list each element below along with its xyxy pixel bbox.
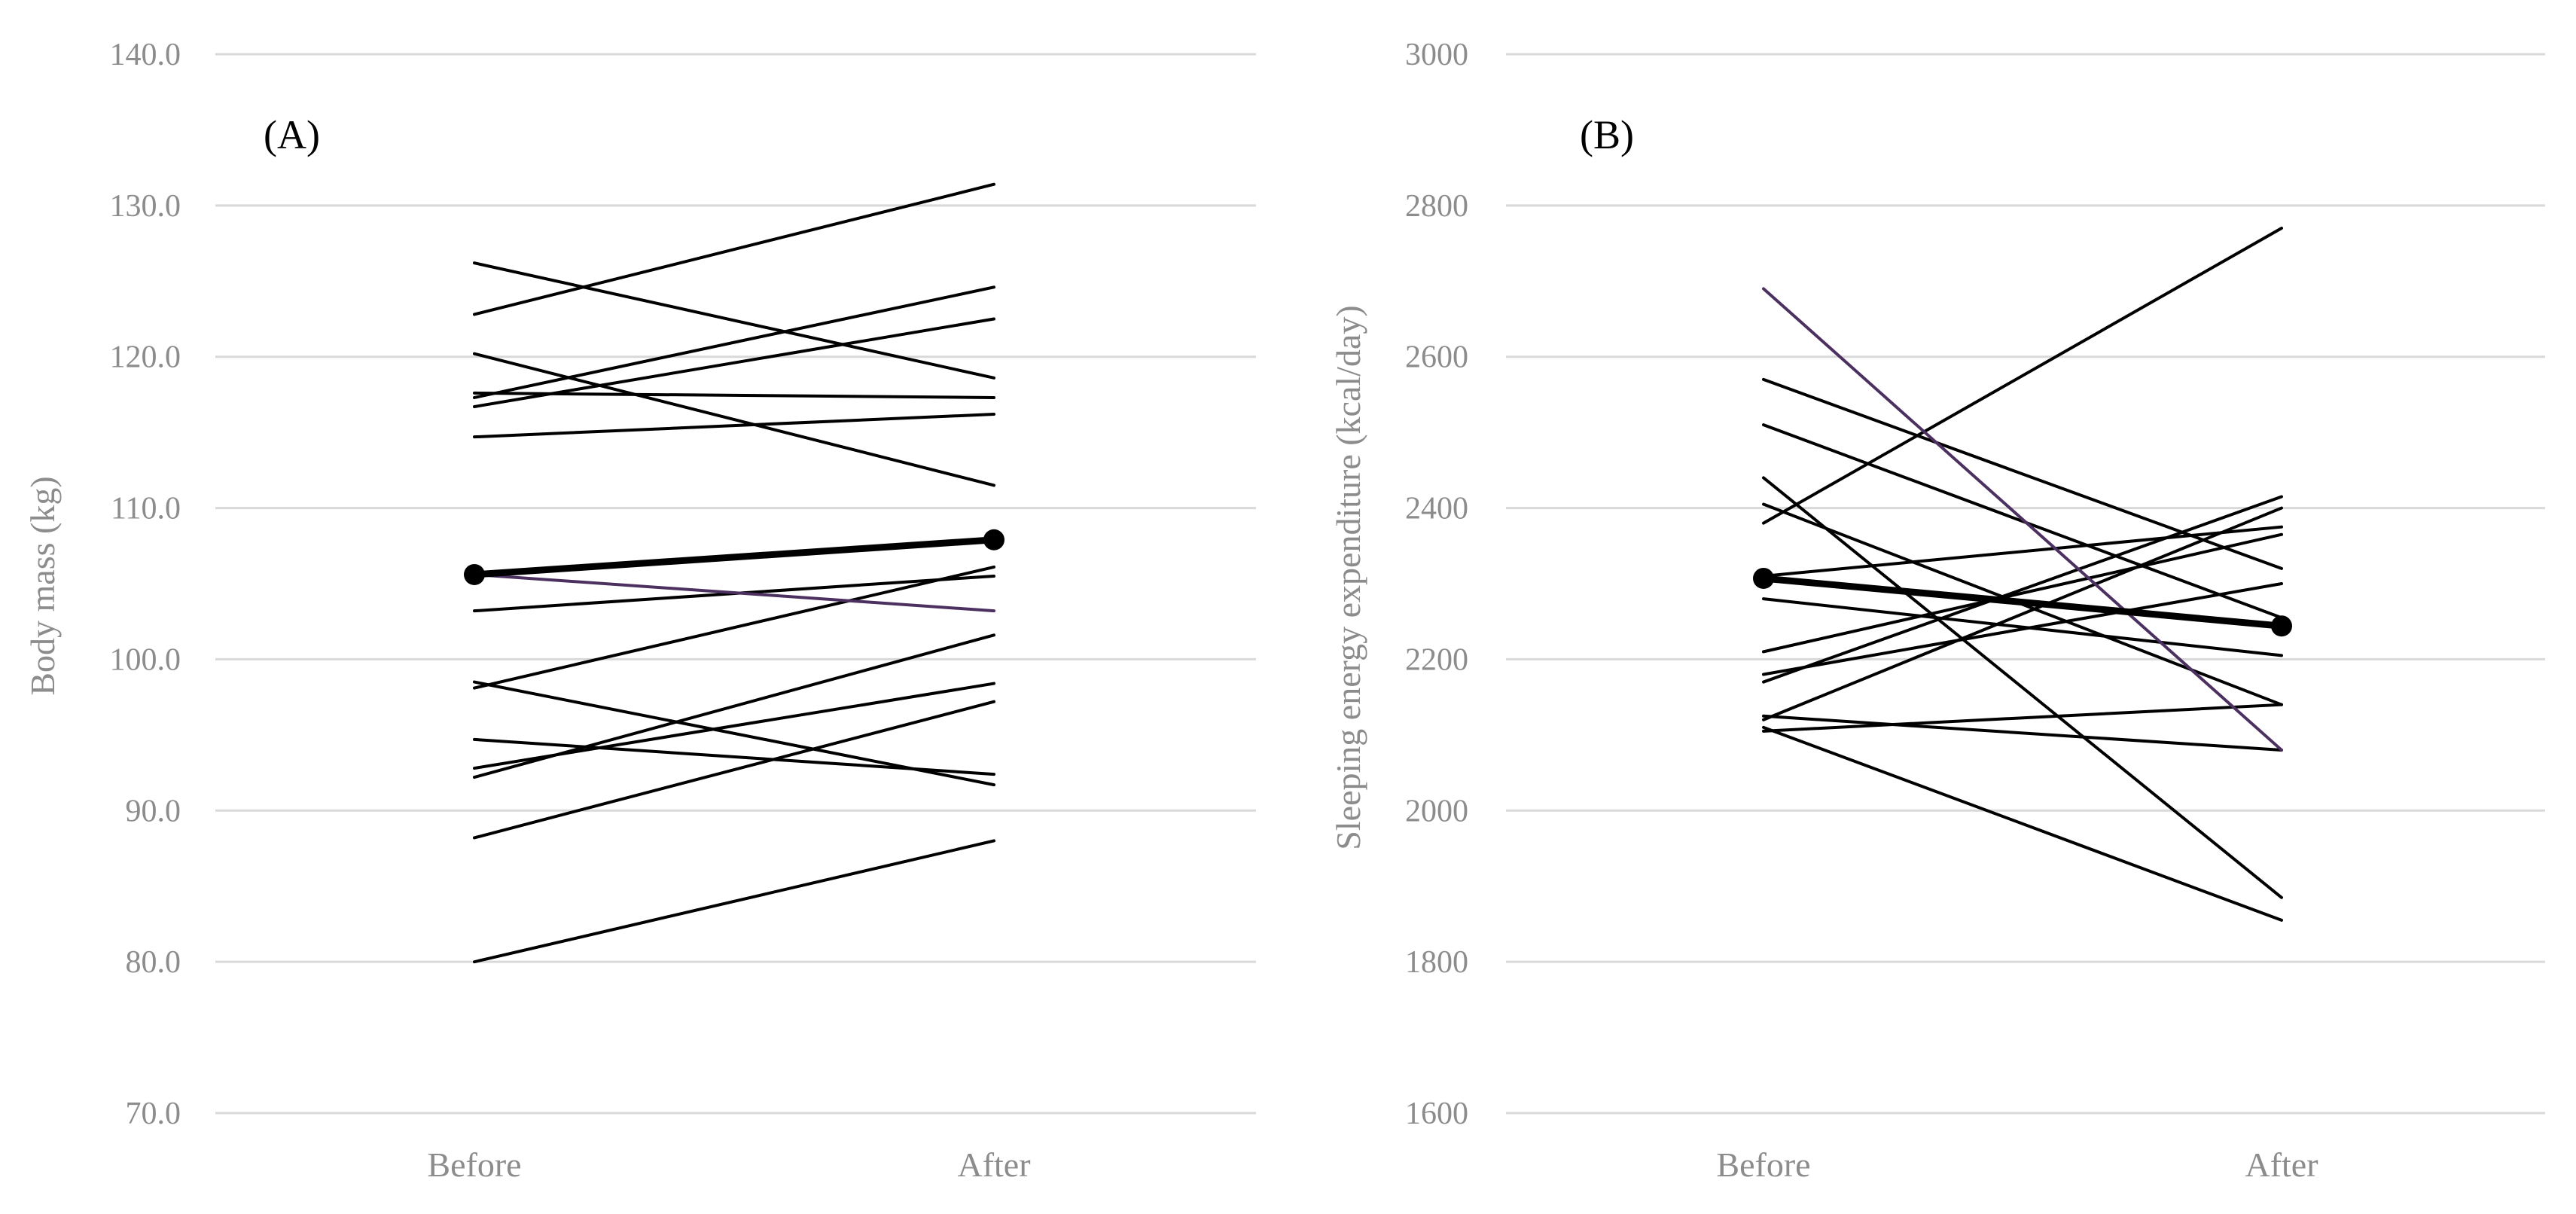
- panel-b-y-tick-label: 1600: [1405, 1097, 1468, 1131]
- panel-a-x-tick-label: After: [957, 1145, 1030, 1184]
- panel-b-mean-line: [1760, 575, 2285, 630]
- panel-a-participant-line: [473, 317, 995, 408]
- panel-a-participant-line: [473, 680, 995, 787]
- panel-a-participant-line: [473, 700, 995, 840]
- panel-b-y-tick-label: 2000: [1405, 794, 1468, 828]
- panel-a-participant-line: [473, 839, 995, 964]
- panel-a-mean-line: [471, 536, 998, 578]
- panel-b-y-tick-label: 3000: [1405, 38, 1468, 72]
- panel-b-participant-line: [1762, 725, 2283, 922]
- panel-b-participant-line: [1762, 495, 2283, 684]
- panel-a-y-tick-label: 120.0: [110, 340, 181, 375]
- panel-b-participant-line: [1762, 703, 2283, 733]
- panel-b-x-tick-label: Before: [1716, 1145, 1810, 1184]
- panel-a-highlighted-line: [473, 572, 995, 613]
- panel-b-sleeping-energy-expenditure: 1600 1800 2000 2200 2400 2600 2800 3000 (B) Sle…: [1329, 38, 2545, 1184]
- panel-b-y-axis-title: Sleeping energy expenditure (kcal/day): [1329, 305, 1367, 849]
- panel-a-y-tick-label: 100.0: [110, 642, 181, 677]
- panel-b-participant-line: [1762, 476, 2283, 899]
- panel-b-mean-point: [2271, 615, 2292, 637]
- panel-b-participant-line: [1762, 582, 2283, 676]
- panel-b-y-tick-label: 2600: [1405, 340, 1468, 375]
- panel-b-y-tick-label: 2400: [1405, 492, 1468, 526]
- panel-b-participant-line: [1762, 226, 2283, 525]
- panel-b-participant-line: [1762, 597, 2283, 657]
- panel-a-participant-line: [473, 261, 995, 380]
- panel-a-y-axis-title: Body mass (kg): [23, 476, 62, 695]
- panel-a-participant-line: [473, 352, 995, 487]
- panel-a-body-mass: 70.0 80.0 90.0 100.0 110.0 120.0 130.0 140.0 (A…: [23, 38, 1256, 1184]
- panel-b-mean-point: [1753, 567, 1774, 589]
- panel-a-label: (A): [264, 112, 320, 157]
- panel-a-mean-point: [464, 563, 485, 585]
- panel-b-x-tick-label: After: [2245, 1145, 2318, 1184]
- panel-b-label: (B): [1580, 112, 1634, 157]
- panel-a-participant-line: [473, 391, 995, 399]
- panel-a-y-tick-label: 80.0: [126, 945, 181, 980]
- panel-a-participant-line: [473, 565, 995, 690]
- panel-a-y-tick-label: 70.0: [126, 1097, 181, 1131]
- panel-b-participant-line: [1762, 506, 2283, 721]
- panel-a-participant-line: [473, 682, 995, 770]
- panel-a-y-tick-label: 140.0: [110, 38, 181, 72]
- panel-a-y-tick-label: 90.0: [126, 794, 181, 828]
- panel-a-participant-line: [473, 182, 995, 316]
- panel-a-participant-line: [473, 285, 995, 399]
- panel-b-highlighted-line: [1762, 287, 2283, 752]
- panel-a-y-tick-label: 130.0: [110, 189, 181, 224]
- panel-a-mean-point: [983, 529, 1004, 551]
- panel-b-y-tick-label: 2800: [1405, 189, 1468, 224]
- panel-a-x-tick-label: Before: [427, 1145, 521, 1184]
- panel-b-participant-line: [1762, 532, 2283, 654]
- panel-b-y-tick-label: 1800: [1405, 945, 1468, 980]
- panel-b-y-tick-label: 2200: [1405, 642, 1468, 677]
- panel-a-y-tick-label: 110.0: [111, 492, 181, 526]
- panel-b-participant-line: [1762, 377, 2283, 570]
- panel-b-participant-line: [1762, 714, 2283, 752]
- panel-a-participant-line: [473, 413, 995, 439]
- panel-b-participant-line: [1762, 525, 2283, 578]
